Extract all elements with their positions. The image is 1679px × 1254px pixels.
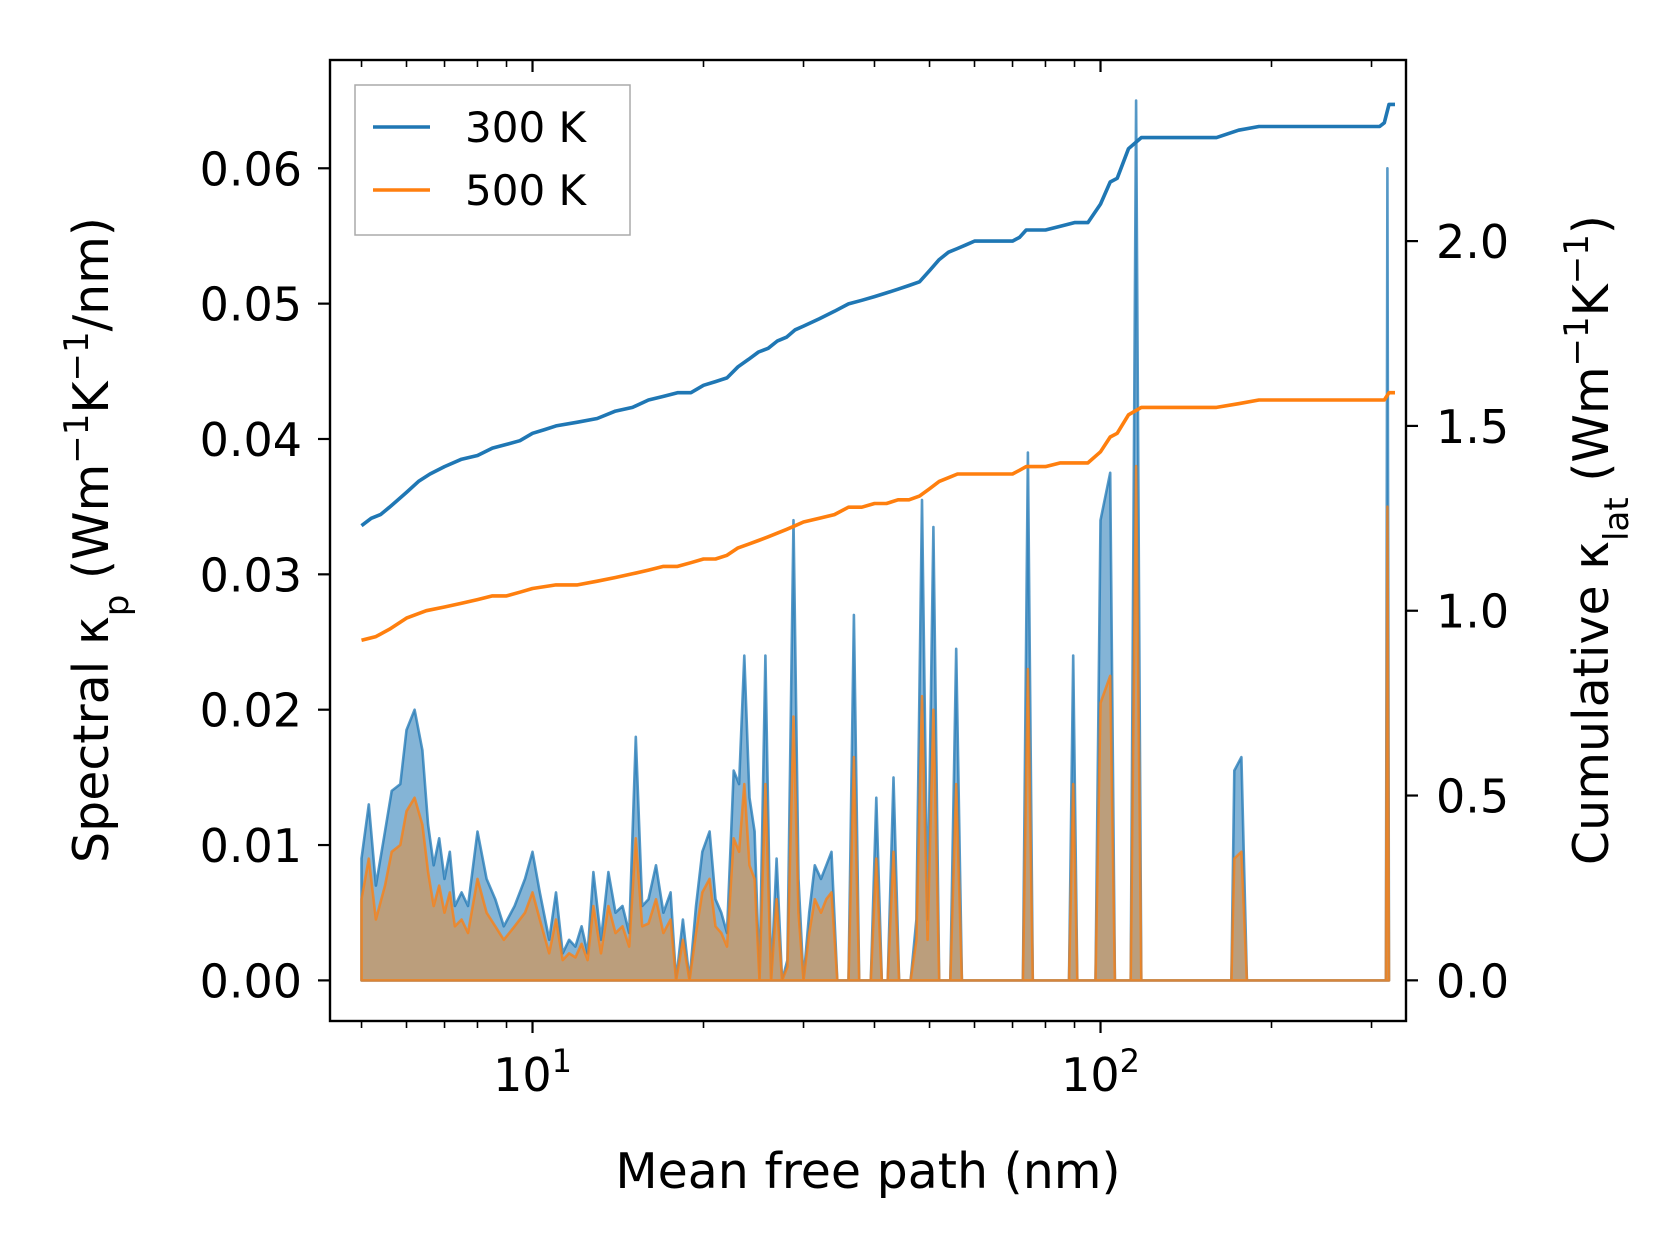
legend-label-500k: 500 K	[465, 166, 588, 215]
y-tick-label: 0.04	[200, 413, 302, 467]
y-tick-label: 0.03	[200, 548, 302, 602]
y-tick-label: 0.05	[200, 278, 302, 332]
y2-tick-label: 0.0	[1436, 954, 1509, 1008]
y-tick-label: 0.02	[200, 684, 302, 738]
x-tick-label: 102	[1061, 1042, 1140, 1102]
legend: 300 K 500 K	[354, 84, 631, 236]
x-tick-label: 101	[493, 1042, 572, 1102]
cumulative-line-500k	[361, 390, 1395, 643]
legend-label-300k: 300 K	[465, 103, 588, 152]
y-tick-label: 0.00	[200, 954, 302, 1008]
y-tick-label: 0.01	[200, 819, 302, 873]
spectral-area-500k	[360, 464, 1391, 982]
y2-tick-label: 1.0	[1436, 585, 1509, 639]
y-tick-label: 0.06	[200, 142, 302, 196]
plot-frame	[328, 58, 1408, 1023]
spectral-fill-group	[360, 99, 1391, 982]
legend-box	[354, 84, 631, 236]
line-group	[360, 102, 1395, 643]
y2-tick-label: 2.0	[1436, 215, 1509, 269]
y2-tick-label: 1.5	[1436, 400, 1509, 454]
y2-tick-label: 0.5	[1436, 770, 1509, 824]
cumulative-line-300k	[360, 102, 1395, 528]
tick-group: 0.00 0.01 0.02 0.03 0.04 0.05 0.06 0.0 0.5 1.0 1.5…	[200, 60, 1509, 1102]
y2-axis-label: Cumulative κlat (Wm−1K−1)	[1557, 215, 1637, 865]
y-axis-label: Spectral κp (Wm−1K−1/nm)	[57, 217, 137, 863]
x-axis-label: Mean free path (nm)	[615, 1143, 1120, 1200]
